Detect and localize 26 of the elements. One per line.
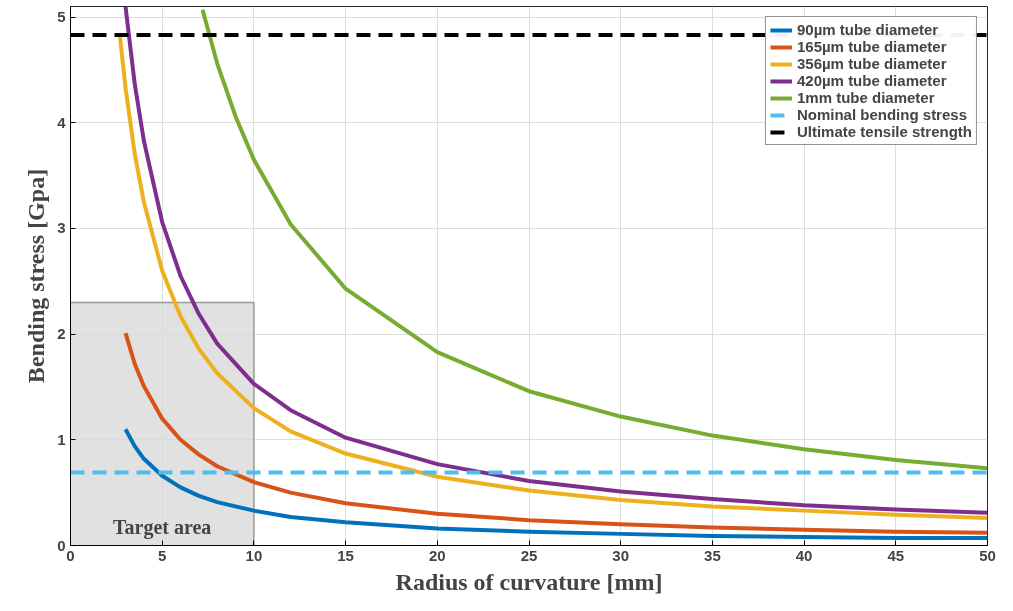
x-tick-label: 45 xyxy=(887,546,905,564)
legend-label: 420µm tube diameter xyxy=(796,72,947,89)
x-tick-label: 5 xyxy=(158,546,167,564)
x-tick-label: 10 xyxy=(245,546,263,564)
legend-label: 356µm tube diameter xyxy=(796,55,947,72)
legend-label: 165µm tube diameter xyxy=(796,38,947,55)
x-tick-label: 25 xyxy=(520,546,538,564)
annotation: Target area xyxy=(113,515,212,539)
legend-label: 1mm tube diameter xyxy=(796,89,935,106)
x-axis-title: Radius of curvature [mm] xyxy=(395,568,663,595)
y-tick-label: 1 xyxy=(57,430,66,448)
y-tick-label: 3 xyxy=(57,219,66,237)
legend-label: Nominal bending stress xyxy=(796,106,967,123)
y-tick-label: 2 xyxy=(57,325,66,343)
line-series xyxy=(200,7,988,471)
x-tick-label: 30 xyxy=(612,546,630,564)
x-tick-label: 20 xyxy=(428,546,446,564)
x-tick-label: 40 xyxy=(795,546,813,564)
x-tick-label: 35 xyxy=(704,546,721,564)
legend-label: Ultimate tensile strength xyxy=(796,123,972,140)
y-tick-label: 4 xyxy=(57,113,67,131)
y-tick-label: 5 xyxy=(57,8,66,26)
legend-label: 90µm tube diameter xyxy=(796,21,939,38)
x-tick-label: 50 xyxy=(979,546,996,564)
y-axis-title: Bending stress [Gpa] xyxy=(23,168,50,384)
x-tick-label: 15 xyxy=(337,546,354,564)
